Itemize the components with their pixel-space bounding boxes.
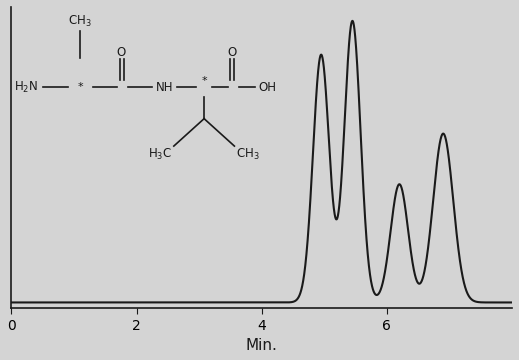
X-axis label: Min.: Min. bbox=[246, 338, 278, 353]
